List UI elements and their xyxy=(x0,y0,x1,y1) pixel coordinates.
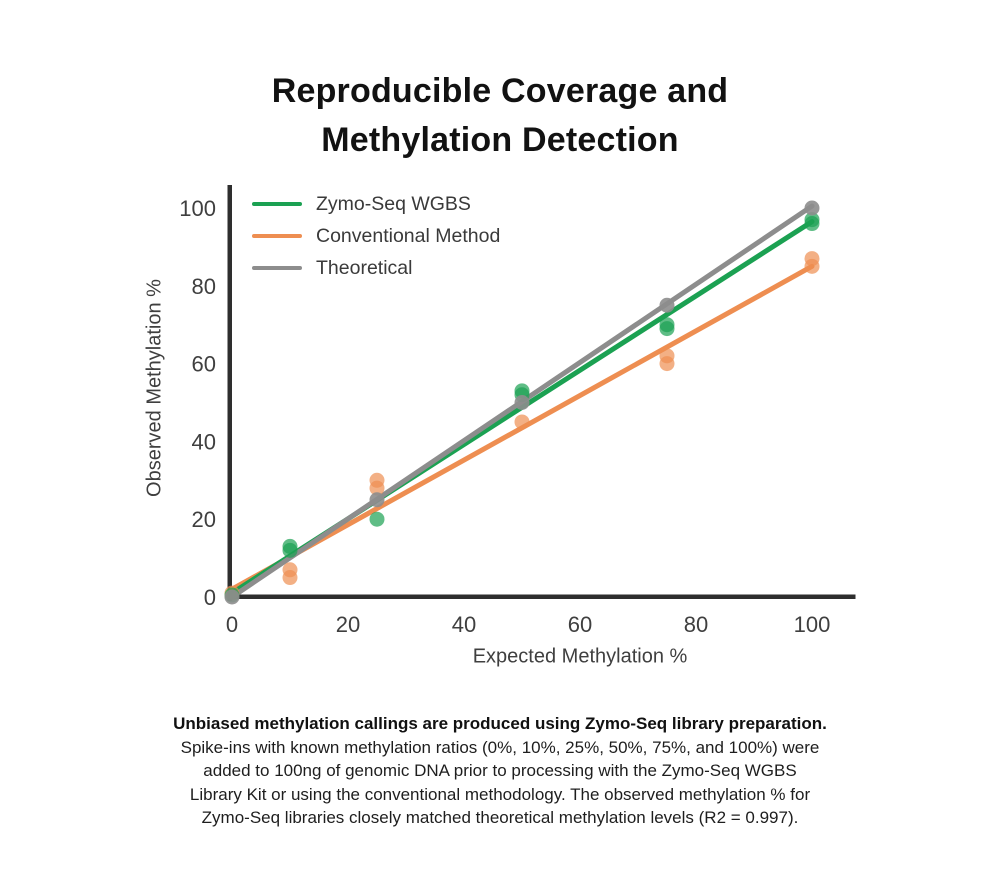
x-tick-label: 0 xyxy=(226,612,238,637)
x-tick-label: 80 xyxy=(684,612,708,637)
data-point-zymo xyxy=(514,383,530,399)
data-point-theoretical xyxy=(369,492,385,508)
data-point-conventional xyxy=(514,414,530,430)
x-axis-title: Expected Methylation % xyxy=(472,645,688,668)
legend-label: Conventional Method xyxy=(316,224,501,247)
x-axis-line xyxy=(227,594,856,599)
x-tick-label: 20 xyxy=(336,612,360,637)
y-tick-label: 0 xyxy=(204,585,216,610)
zymo-line-swatch xyxy=(252,201,302,207)
x-tick-label: 60 xyxy=(568,612,592,637)
caption-line: Library Kit or using the conventional me… xyxy=(189,784,811,804)
chart-legend: Zymo-Seq WGBS Conventional Method Theore… xyxy=(252,188,500,284)
y-tick-label: 20 xyxy=(192,507,216,532)
y-tick-label: 60 xyxy=(192,352,216,377)
legend-item-theoretical: Theoretical xyxy=(252,252,500,284)
theoretical-line-swatch xyxy=(252,265,302,271)
data-point-theoretical xyxy=(659,297,675,313)
data-point-theoretical xyxy=(804,200,820,216)
data-point-conventional xyxy=(369,472,385,488)
title-line-2: Methylation Detection xyxy=(321,120,679,159)
data-point-theoretical xyxy=(224,589,240,605)
legend-item-conventional-method: Conventional Method xyxy=(252,220,500,252)
data-point-conventional xyxy=(659,348,675,364)
caption-line: added to 100ng of genomic DNA prior to p… xyxy=(203,761,797,780)
page-title: Reproducible Coverage and Methylation De… xyxy=(0,67,1000,165)
legend-label: Theoretical xyxy=(316,256,413,279)
caption-line: Zymo-Seq libraries closely matched theor… xyxy=(201,808,799,827)
data-point-zymo xyxy=(659,317,675,333)
y-tick-label: 40 xyxy=(192,429,216,454)
data-point-conventional xyxy=(282,562,298,578)
x-tick-label: 100 xyxy=(794,612,831,637)
data-point-zymo xyxy=(282,538,298,554)
y-axis-title: Observed Methylation % xyxy=(143,279,166,497)
data-point-zymo xyxy=(369,511,385,527)
y-axis-line xyxy=(227,185,232,601)
y-tick-label: 100 xyxy=(179,196,216,221)
legend-item-zymo-seq-wgbs: Zymo-Seq WGBS xyxy=(252,188,500,220)
title-line-1: Reproducible Coverage and xyxy=(271,71,729,110)
y-tick-label: 80 xyxy=(192,274,216,299)
caption-headline: Unbiased methylation callings are produc… xyxy=(173,714,827,733)
caption-line: Spike-ins with known methylation ratios … xyxy=(180,737,820,757)
legend-label: Zymo-Seq WGBS xyxy=(316,192,471,215)
x-tick-label: 40 xyxy=(452,612,476,637)
data-point-theoretical xyxy=(514,395,530,410)
figure-caption: Unbiased methylation callings are produc… xyxy=(0,712,1000,830)
data-point-conventional xyxy=(804,251,820,267)
data-point-zymo xyxy=(804,212,820,228)
conventional-line-swatch xyxy=(252,233,302,239)
